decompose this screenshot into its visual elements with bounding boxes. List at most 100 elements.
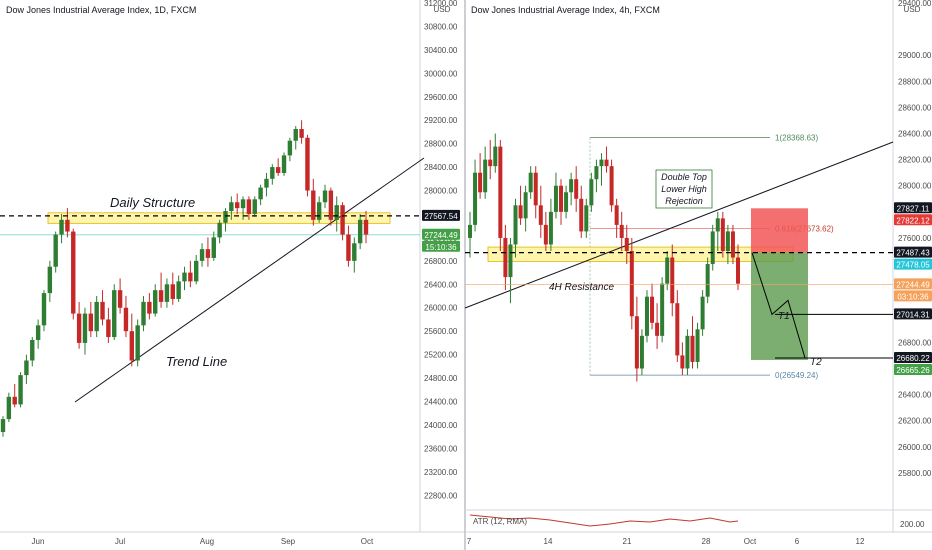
right-candle-body — [559, 185, 564, 212]
left-candle-body — [305, 137, 310, 191]
price-tag — [894, 202, 932, 214]
atr-label: ATR (12, RMA) — [473, 517, 527, 526]
left-candle-body — [41, 293, 47, 326]
right-candle-body — [488, 159, 493, 167]
left-candle-body — [164, 284, 170, 302]
left-y-tick-label: 26800.00 — [424, 257, 458, 266]
left-x-tick-label: Jul — [115, 537, 125, 546]
left-candle-body — [270, 167, 275, 179]
left-candle-body — [199, 249, 205, 261]
trend-line-label: Trend Line — [166, 354, 227, 369]
right-candle-body — [644, 296, 649, 336]
right-candle-body — [710, 231, 715, 265]
left-candle-body — [100, 301, 105, 320]
left-candle-body — [24, 360, 29, 376]
left-candle-body — [299, 129, 304, 138]
left-candle-body — [322, 190, 328, 203]
price-tag — [894, 278, 932, 290]
right-y-tick-label: 28400.00 — [898, 130, 932, 139]
left-candle-body — [293, 129, 298, 141]
right-x-tick-label: 21 — [623, 537, 632, 546]
right-y-tick-label: 26800.00 — [898, 338, 932, 347]
right-currency-label: USD — [904, 5, 921, 14]
left-candle-body — [47, 266, 53, 294]
left-y-tick-label: 29200.00 — [424, 116, 458, 125]
right-x-tick-label: 7 — [467, 537, 472, 546]
left-candle-body — [223, 211, 228, 223]
daily-structure-label: Daily Structure — [110, 195, 195, 210]
right-candle-body — [685, 335, 690, 369]
projection-path — [751, 252, 806, 359]
atr-line — [469, 514, 739, 527]
right-candle-body — [564, 192, 569, 212]
right-candle-body — [705, 264, 710, 297]
price-tag-label: 27478.05 — [896, 261, 930, 270]
price-tag-label: 27827.11 — [897, 204, 930, 213]
price-tag — [894, 352, 932, 364]
right-y-tick-label: 26400.00 — [898, 391, 932, 400]
right-candle-body — [720, 218, 725, 251]
left-candle-body — [170, 284, 175, 299]
right-candle-body — [604, 159, 609, 167]
right-candle-body — [624, 237, 629, 251]
right-candle-body — [483, 159, 488, 193]
right-x-tick-label: 6 — [795, 537, 800, 546]
left-y-tick-label: 25600.00 — [424, 327, 458, 336]
target-2-label: T2 — [810, 357, 822, 368]
right-chart: 29400.00 29000.00 28800.00 28600.00 28400.00… — [464, 0, 932, 546]
price-tag — [894, 364, 932, 376]
left-candle-body — [12, 396, 17, 405]
left-candle-body — [71, 231, 76, 314]
left-candle-body — [106, 319, 111, 338]
right-chart-title: Dow Jones Industrial Average Index, 4h, … — [471, 5, 660, 15]
price-tag-label: 27487.43 — [896, 249, 930, 258]
left-candle-body — [194, 260, 199, 282]
right-candle-body — [569, 179, 574, 193]
left-y-tick-label: 26000.00 — [424, 304, 458, 313]
price-tag-label: 26680.22 — [896, 354, 930, 363]
left-x-tick-label: Oct — [361, 537, 374, 546]
right-candle-body — [715, 218, 720, 232]
right-y-tick-label: 29400.00 — [898, 0, 932, 8]
left-candle-body — [82, 313, 88, 343]
left-currency-label: USD — [434, 5, 451, 14]
right-candle-body — [574, 179, 579, 199]
right-candle-body — [584, 205, 589, 232]
left-y-tick-label: 30800.00 — [424, 22, 458, 31]
right-candle-body — [665, 257, 670, 284]
right-candle-body — [736, 257, 740, 284]
price-tag-label: 27244.49 — [424, 231, 458, 240]
right-candle-body — [523, 192, 528, 219]
right-y-tick-label: 28200.00 — [898, 156, 932, 165]
fib-level-label: 0(26549.24) — [775, 371, 818, 380]
right-candle-body — [543, 224, 548, 245]
right-candle-body — [493, 146, 498, 167]
left-candle-body — [334, 205, 339, 220]
right-candle-body — [579, 198, 584, 232]
left-candle-body — [123, 307, 129, 332]
price-tag — [422, 209, 460, 221]
left-y-tick-label: 24800.00 — [424, 374, 458, 383]
price-tag — [422, 240, 460, 252]
pattern-label-line3: Rejection — [665, 196, 703, 206]
right-y-tick-label: 29000.00 — [898, 51, 932, 60]
left-candle-body — [352, 243, 357, 261]
left-candle-body — [135, 325, 140, 361]
target-1-label: T1 — [778, 311, 790, 322]
right-candle-body — [660, 283, 665, 336]
right-y-tick-label: 28800.00 — [898, 77, 932, 86]
left-candle-body — [287, 140, 293, 156]
right-candle-body — [508, 244, 513, 278]
price-tag-label: 26665.26 — [896, 366, 930, 375]
left-x-tick-label: Sep — [281, 537, 296, 546]
trend-line — [74, 157, 425, 403]
price-tag — [894, 246, 932, 258]
right-candle-body — [670, 257, 675, 304]
left-candle-body — [246, 199, 252, 214]
left-candle-body — [340, 205, 345, 235]
right-y-tick-label: 28600.00 — [898, 103, 932, 112]
price-tag — [894, 214, 932, 226]
atr-tick-label: 200.00 — [900, 520, 925, 529]
left-chart-title: Dow Jones Industrial Average Index, 1D, … — [6, 5, 196, 15]
left-candle-body — [252, 199, 257, 214]
